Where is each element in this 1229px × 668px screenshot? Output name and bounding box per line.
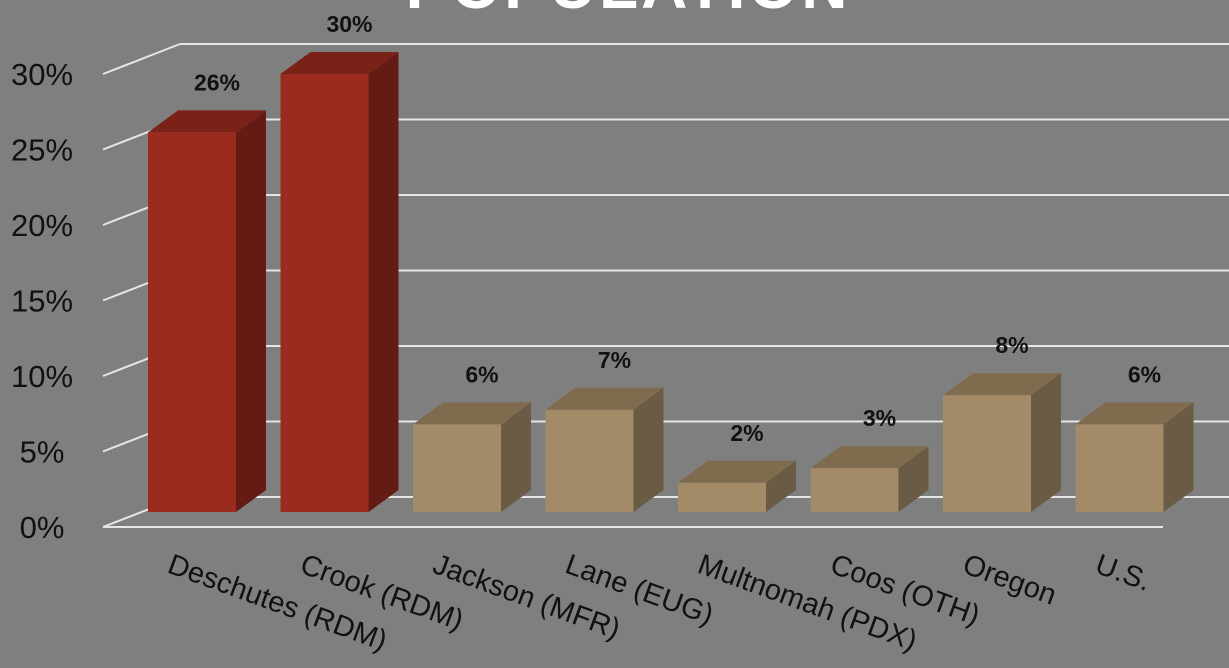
bar-front (413, 424, 501, 512)
bar-top (280, 52, 399, 74)
bar (810, 446, 929, 512)
bar-top (413, 402, 531, 425)
bar-side (633, 387, 664, 512)
data-label: 6% (1128, 361, 1161, 387)
data-label: 3% (863, 405, 896, 431)
bar-front (678, 482, 766, 512)
bar (148, 110, 266, 513)
bar-front (810, 468, 899, 512)
data-label: 26% (194, 69, 240, 95)
bar-front (1075, 424, 1164, 512)
y-tick-label: 0% (20, 510, 65, 545)
bar-side (1031, 373, 1061, 512)
bar (280, 52, 399, 512)
x-category-label: U.S. (1091, 549, 1155, 598)
bar (545, 387, 664, 512)
y-axis-ticks: 0% 5% 10% 15% 20% 25% 30% (11, 57, 73, 545)
y-tick-label: 25% (11, 133, 73, 168)
bars (148, 52, 1194, 513)
bar-side (898, 446, 929, 512)
bar-side (766, 460, 796, 512)
y-tick-label: 10% (11, 359, 73, 394)
bar-top (943, 373, 1061, 396)
bar (413, 402, 531, 512)
data-label: 6% (465, 361, 498, 387)
bar-top (148, 110, 266, 133)
bar-front (943, 395, 1031, 512)
bar-top (1075, 402, 1194, 425)
data-label: 2% (730, 420, 763, 446)
bar-side (236, 110, 266, 513)
chart-title: POPULATION (406, 0, 851, 22)
bar-front (148, 132, 236, 512)
bar-front (280, 74, 369, 512)
y-tick-label: 30% (11, 57, 73, 92)
bar-side (1163, 402, 1194, 512)
gridline-diagonal (102, 43, 181, 75)
data-label: 7% (598, 347, 631, 373)
bar (1075, 402, 1194, 512)
y-tick-label: 20% (11, 208, 73, 243)
bar-side (368, 52, 399, 512)
bar-front (545, 409, 634, 512)
bar-top (545, 387, 664, 410)
bar (943, 373, 1061, 512)
y-tick-label: 15% (11, 284, 73, 319)
bar-top (678, 460, 796, 483)
data-label: 8% (995, 332, 1028, 358)
data-label: 30% (326, 11, 372, 37)
x-category-label: Deschutes (RDM) (164, 549, 391, 658)
x-category-label: Multnomah (PDX) (694, 549, 922, 658)
bar (678, 460, 796, 512)
bar-top (810, 446, 929, 469)
data-labels: 26% 30% 6% 7% 2% 3% 8% 6% (194, 11, 1161, 446)
y-tick-label: 5% (20, 435, 65, 470)
bar-side (501, 402, 531, 512)
x-axis-categories: Deschutes (RDM)Crook (RDM)Jackson (MFR)L… (164, 549, 1155, 658)
